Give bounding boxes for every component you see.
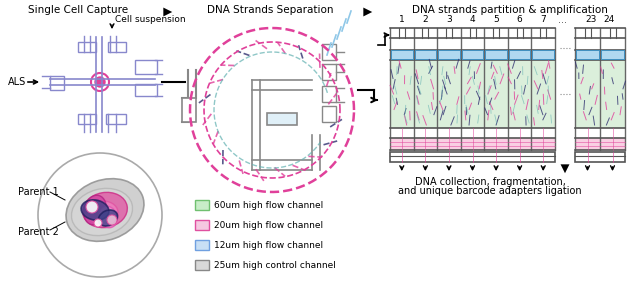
Text: Cell suspension: Cell suspension: [115, 16, 186, 25]
Bar: [108, 42, 126, 52]
Bar: [390, 60, 555, 128]
Circle shape: [94, 219, 102, 227]
Text: Parent 1: Parent 1: [18, 187, 59, 197]
Bar: [576, 50, 599, 59]
Bar: [322, 106, 336, 122]
Bar: [182, 98, 196, 122]
Ellipse shape: [83, 192, 127, 228]
Text: 2: 2: [422, 16, 428, 25]
Text: Parent 2: Parent 2: [18, 227, 59, 237]
Bar: [509, 50, 531, 59]
Circle shape: [86, 201, 98, 213]
Bar: [601, 50, 624, 59]
Bar: [195, 200, 209, 210]
Bar: [575, 152, 625, 162]
Circle shape: [38, 153, 162, 277]
Text: 23: 23: [586, 16, 596, 25]
Bar: [438, 50, 460, 59]
Bar: [50, 76, 64, 90]
Text: 5: 5: [493, 16, 499, 25]
Circle shape: [91, 73, 109, 91]
Bar: [135, 60, 157, 74]
Text: 4: 4: [470, 16, 476, 25]
Circle shape: [107, 215, 117, 225]
Ellipse shape: [66, 179, 144, 241]
Text: ALS: ALS: [8, 77, 26, 87]
Bar: [195, 260, 209, 270]
Text: 1: 1: [399, 16, 404, 25]
Bar: [575, 60, 625, 128]
Ellipse shape: [81, 200, 109, 220]
Bar: [195, 220, 209, 230]
Bar: [322, 64, 336, 80]
Text: 3: 3: [446, 16, 452, 25]
Text: 24: 24: [604, 16, 614, 25]
Text: DNA Strands Separation: DNA Strands Separation: [207, 5, 333, 15]
Bar: [78, 42, 96, 52]
Text: 60um high flow channel: 60um high flow channel: [214, 200, 323, 209]
Text: DNA strands partition & amplification: DNA strands partition & amplification: [412, 5, 608, 15]
Circle shape: [95, 77, 105, 87]
Ellipse shape: [99, 210, 118, 226]
Bar: [322, 86, 336, 102]
Ellipse shape: [86, 201, 118, 225]
Bar: [461, 50, 483, 59]
Bar: [322, 44, 336, 60]
Text: DNA collection, fragmentation,: DNA collection, fragmentation,: [415, 177, 565, 187]
Bar: [267, 113, 297, 125]
Text: ...: ...: [558, 15, 567, 25]
Bar: [390, 152, 555, 162]
Text: and unique barcode adapters ligation: and unique barcode adapters ligation: [398, 186, 582, 196]
Bar: [532, 50, 554, 59]
Bar: [106, 114, 126, 124]
Ellipse shape: [99, 206, 117, 228]
Text: 12um high flow channel: 12um high flow channel: [214, 241, 323, 250]
Bar: [575, 138, 625, 150]
Bar: [390, 50, 555, 60]
Text: Single Cell Capture: Single Cell Capture: [28, 5, 128, 15]
Text: 25um high control channel: 25um high control channel: [214, 260, 336, 269]
Text: 20um high flow channel: 20um high flow channel: [214, 220, 323, 230]
Bar: [575, 50, 625, 60]
Ellipse shape: [84, 195, 106, 225]
Bar: [195, 240, 209, 250]
Text: 7: 7: [540, 16, 546, 25]
Bar: [391, 50, 413, 59]
Bar: [485, 50, 507, 59]
Ellipse shape: [72, 188, 132, 236]
Text: 6: 6: [516, 16, 522, 25]
Bar: [78, 114, 96, 124]
Bar: [390, 138, 555, 150]
Bar: [135, 84, 157, 96]
Bar: [415, 50, 436, 59]
